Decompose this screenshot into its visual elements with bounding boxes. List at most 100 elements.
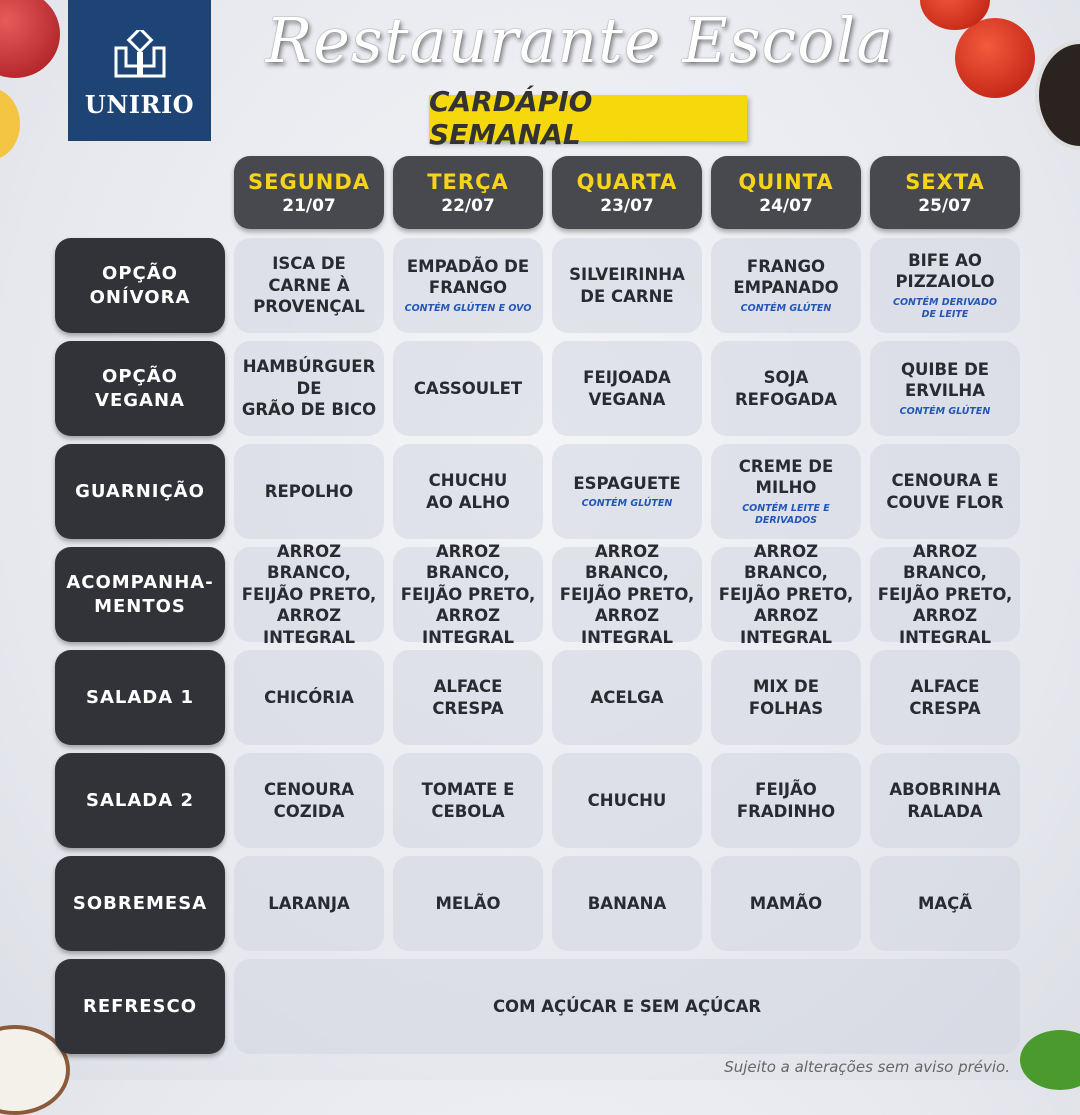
row-label: OPÇÃO ONÍVORA (55, 238, 225, 333)
item-text: ARROZ BRANCO, FEIJÃO PRETO, ARROZ INTEGR… (241, 541, 377, 647)
day-header-1: TERÇA 22/07 (393, 156, 543, 229)
day-name: SEXTA (905, 169, 985, 194)
day-header-2: QUARTA 23/07 (552, 156, 702, 229)
menu-item: MELÃO (393, 856, 543, 951)
item-text: ARROZ BRANCO, FEIJÃO PRETO, ARROZ INTEGR… (559, 541, 695, 647)
menu-item: TOMATE E CEBOLA (393, 753, 543, 848)
menu-item: CHICÓRIA (234, 650, 384, 745)
menu-item: ALFACE CRESPA (393, 650, 543, 745)
menu-item: ABOBRINHA RALADA (870, 753, 1020, 848)
row-label: GUARNIÇÃO (55, 444, 225, 539)
item-text: CHUCHU (587, 790, 667, 810)
menu-item: CREME DE MILHO CONTÉM LEITE E DERIVADOS (711, 444, 861, 539)
item-text: MIX DE FOLHAS (748, 677, 824, 718)
menu-item: MAMÃO (711, 856, 861, 951)
item-text: CREME DE MILHO (738, 456, 834, 498)
item-text: BANANA (587, 893, 667, 913)
item-text: TOMATE E CEBOLA (421, 780, 515, 821)
item-text: CHUCHU AO ALHO (426, 471, 510, 512)
item-text: MELÃO (435, 893, 501, 913)
menu-item: LARANJA (234, 856, 384, 951)
logo-text: UNIRIO (84, 90, 195, 119)
menu-item: CENOURA COZIDA (234, 753, 384, 848)
allergen-note: CONTÉM DERIVADO DE LEITE (893, 296, 997, 320)
menu-item: ISCA DE CARNE À PROVENÇAL (234, 238, 384, 333)
item-text: FRANGO EMPANADO (733, 256, 839, 298)
item-text: SILVEIRINHA DE CARNE (569, 265, 685, 306)
allergen-note: CONTÉM GLÚTEN (581, 498, 673, 510)
allergen-note: CONTÉM GLÚTEN (899, 405, 991, 417)
menu-item: CHUCHU (552, 753, 702, 848)
basil-decoration (1020, 1030, 1080, 1090)
item-text: ARROZ BRANCO, FEIJÃO PRETO, ARROZ INTEGR… (718, 541, 854, 647)
day-name: QUINTA (738, 169, 834, 194)
menu-item: CASSOULET (393, 341, 543, 436)
menu-item: MAÇÃ (870, 856, 1020, 951)
item-text: ESPAGUETE (573, 473, 681, 493)
item-text: CENOURA COZIDA (263, 780, 355, 821)
menu-item: ALFACE CRESPA (870, 650, 1020, 745)
item-text: CHICÓRIA (264, 687, 354, 707)
menu-item: ARROZ BRANCO, FEIJÃO PRETO, ARROZ INTEGR… (552, 542, 702, 647)
row-label: SALADA 2 (55, 753, 225, 848)
menu-item: EMPADÃO DE FRANGO CONTÉM GLÚTEN E OVO (393, 238, 543, 333)
row-label: OPÇÃO VEGANA (55, 341, 225, 436)
day-date: 23/07 (600, 195, 654, 216)
menu-item: CENOURA E COUVE FLOR (870, 444, 1020, 539)
row-label: SALADA 1 (55, 650, 225, 745)
menu-item: BIFE AO PIZZAIOLO CONTÉM DERIVADO DE LEIT… (870, 238, 1020, 333)
menu-item: FEIJÃO FRADINHO (711, 753, 861, 848)
menu-item: ARROZ BRANCO, FEIJÃO PRETO, ARROZ INTEGR… (711, 542, 861, 647)
item-text: LARANJA (268, 893, 350, 913)
menu-item: ARROZ BRANCO, FEIJÃO PRETO, ARROZ INTEGR… (870, 542, 1020, 647)
day-header-3: QUINTA 24/07 (711, 156, 861, 229)
item-text: FEIJÃO FRADINHO (736, 780, 836, 821)
day-date: 22/07 (441, 195, 495, 216)
menu-item: QUIBE DE ERVILHA CONTÉM GLÚTEN (870, 341, 1020, 436)
menu-item: REPOLHO (234, 444, 384, 539)
day-date: 25/07 (918, 195, 972, 216)
day-header-4: SEXTA 25/07 (870, 156, 1020, 229)
page-subtitle: CARDÁPIO SEMANAL (429, 85, 747, 151)
menu-item: ARROZ BRANCO, FEIJÃO PRETO, ARROZ INTEGR… (393, 542, 543, 647)
allergen-note: CONTÉM GLÚTEN (740, 302, 832, 314)
day-date: 21/07 (282, 195, 336, 216)
item-text: ACELGA (590, 687, 664, 707)
allergen-note: CONTÉM GLÚTEN E OVO (404, 302, 532, 314)
day-name: SEGUNDA (247, 169, 371, 194)
item-text: CENOURA E COUVE FLOR (886, 471, 1004, 512)
menu-item: ESPAGUETE CONTÉM GLÚTEN (552, 444, 702, 539)
item-text: ABOBRINHA RALADA (889, 780, 1001, 821)
menu-item: ACELGA (552, 650, 702, 745)
item-text: MAMÃO (749, 893, 823, 913)
unirio-emblem-icon (114, 30, 165, 78)
item-text: CASSOULET (413, 378, 523, 398)
item-text: ARROZ BRANCO, FEIJÃO PRETO, ARROZ INTEGR… (400, 541, 536, 647)
day-date: 24/07 (759, 195, 813, 216)
item-text: HAMBÚRGUER DE GRÃO DE BICO (241, 357, 377, 420)
menu-item: SOJA REFOGADA (711, 341, 861, 436)
item-text: COM AÇÚCAR E SEM AÇÚCAR (492, 996, 762, 1016)
day-name: TERÇA (427, 169, 509, 194)
row-label: ACOMPANHA- MENTOS (55, 547, 225, 642)
item-text: BIFE AO PIZZAIOLO (895, 250, 995, 292)
apple-decoration (0, 0, 60, 78)
page-title: Restaurante Escola (265, 4, 895, 77)
menu-item: SILVEIRINHA DE CARNE (552, 238, 702, 333)
menu-item: FRANGO EMPANADO CONTÉM GLÚTEN (711, 238, 861, 333)
menu-item: FEIJOADA VEGANA (552, 341, 702, 436)
pepper-bowl-decoration (1035, 40, 1080, 150)
item-text: MAÇÃ (917, 893, 973, 913)
row-label: REFRESCO (55, 959, 225, 1054)
day-name: QUARTA (576, 169, 678, 194)
menu-item: BANANA (552, 856, 702, 951)
item-text: ALFACE CRESPA (909, 677, 981, 718)
item-text: ARROZ BRANCO, FEIJÃO PRETO, ARROZ INTEGR… (877, 541, 1013, 647)
tomato-decoration (955, 18, 1035, 98)
unirio-logo: UNIRIO (68, 0, 211, 141)
menu-item: ARROZ BRANCO, FEIJÃO PRETO, ARROZ INTEGR… (234, 542, 384, 647)
menu-item: MIX DE FOLHAS (711, 650, 861, 745)
day-header-0: SEGUNDA 21/07 (234, 156, 384, 229)
menu-item: HAMBÚRGUER DE GRÃO DE BICO (234, 341, 384, 436)
item-text: QUIBE DE ERVILHA (900, 359, 990, 401)
